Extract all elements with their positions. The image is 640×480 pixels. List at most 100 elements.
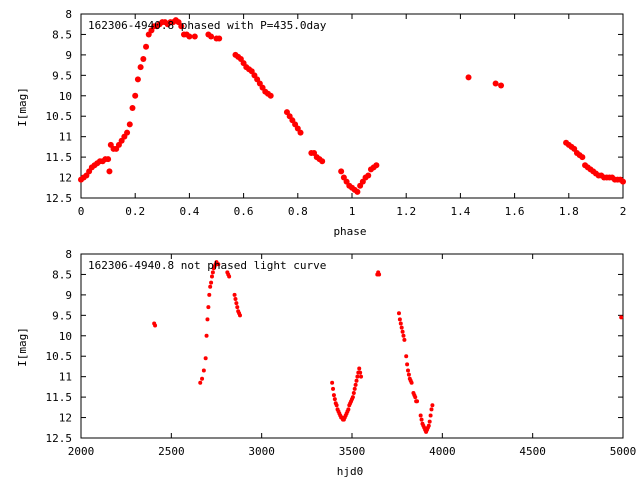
y-tick-label: 12: [59, 172, 72, 185]
y-tick-label: 10: [59, 90, 72, 103]
chart-title: 162306-4940.8 phased with P=435.0day: [88, 19, 327, 32]
data-point: [267, 92, 274, 99]
data-point: [400, 329, 405, 334]
data-point: [419, 417, 424, 422]
y-tick-label: 9.5: [52, 69, 72, 82]
y-tick-label: 12.5: [46, 192, 73, 205]
data-point: [203, 356, 208, 361]
x-axis-label: phase: [333, 225, 366, 238]
data-point: [210, 270, 215, 275]
data-point: [208, 33, 215, 40]
y-tick-label: 9.5: [52, 309, 72, 322]
x-tick-label: 2500: [158, 445, 185, 458]
data-point: [235, 305, 240, 310]
data-point: [358, 370, 363, 375]
data-point: [134, 76, 141, 83]
data-point: [428, 413, 433, 418]
data-point: [201, 368, 206, 373]
data-point: [354, 188, 361, 195]
data-points: [152, 260, 624, 434]
y-tick-label: 11.5: [46, 391, 73, 404]
data-point: [409, 380, 414, 385]
data-point: [106, 168, 113, 175]
data-point: [350, 395, 355, 400]
data-point: [178, 23, 185, 30]
y-axis-label: I[mag]: [16, 87, 29, 127]
data-point: [198, 380, 203, 385]
data-point: [200, 376, 205, 381]
y-axis-ticks: 8 8.5 9 9.5 10 10.5 11 11.5 12 12.5: [46, 248, 623, 445]
x-axis-label: hjd0: [337, 465, 364, 478]
x-tick-label: 0.2: [125, 205, 145, 218]
data-point: [297, 129, 304, 136]
data-point: [186, 33, 193, 40]
y-tick-label: 9: [65, 49, 72, 62]
data-point: [319, 158, 326, 165]
data-point: [126, 121, 133, 128]
x-tick-label: 3000: [248, 445, 275, 458]
y-tick-label: 10.5: [46, 110, 73, 123]
x-tick-label: 1.8: [559, 205, 579, 218]
x-tick-label: 1.6: [505, 205, 525, 218]
data-point: [137, 64, 144, 71]
data-point: [492, 80, 499, 87]
data-point: [353, 382, 358, 387]
x-tick-label: 1: [349, 205, 356, 218]
data-point: [209, 280, 214, 285]
data-point: [401, 333, 406, 338]
data-point: [191, 33, 198, 40]
data-point: [124, 129, 131, 136]
data-point: [338, 168, 345, 175]
data-point: [346, 407, 351, 412]
x-tick-label: 1.2: [396, 205, 416, 218]
data-point: [620, 178, 626, 185]
y-tick-label: 10.5: [46, 350, 73, 363]
data-point: [330, 380, 335, 385]
data-point: [331, 386, 336, 391]
data-point: [619, 315, 624, 320]
data-point: [397, 317, 402, 322]
x-axis-ticks: 0 0.2 0.4 0.6 0.8 1 1.2 1.4 1.6 1.8 2: [78, 14, 627, 218]
chart-title: 162306-4940.8 not phased light curve: [88, 259, 326, 272]
unphased-light-curve-chart: 8 8.5 9 9.5 10 10.5 11 11.5 12 12.5 2000 2500 3000 3…: [16, 248, 636, 478]
y-tick-label: 10: [59, 330, 72, 343]
data-point: [216, 35, 223, 42]
data-point: [205, 317, 210, 322]
y-tick-label: 8: [65, 8, 72, 21]
data-point: [415, 399, 420, 404]
data-point: [465, 74, 472, 81]
x-axis-ticks: 2000 2500 3000 3500 4000 4500 5000: [68, 254, 636, 458]
data-point: [331, 393, 336, 398]
data-point: [405, 362, 410, 367]
data-point: [206, 305, 211, 310]
data-point: [377, 272, 382, 277]
x-tick-label: 2: [620, 205, 627, 218]
data-point: [204, 333, 209, 338]
data-point: [373, 162, 380, 169]
x-tick-label: 0.4: [179, 205, 199, 218]
y-tick-label: 8.5: [52, 268, 72, 281]
data-point: [357, 366, 362, 371]
data-point: [406, 372, 411, 377]
data-point: [129, 105, 136, 112]
y-tick-label: 11.5: [46, 151, 73, 164]
data-point: [209, 274, 214, 279]
data-point: [429, 407, 434, 412]
data-point: [396, 311, 401, 316]
data-point: [426, 423, 431, 428]
x-tick-label: 0: [78, 205, 85, 218]
x-tick-label: 0.8: [288, 205, 308, 218]
data-point: [352, 386, 357, 391]
x-tick-label: 3500: [339, 445, 366, 458]
x-tick-label: 2000: [68, 445, 95, 458]
data-point: [404, 354, 409, 359]
data-point: [355, 374, 360, 379]
y-tick-label: 11: [59, 371, 72, 384]
y-tick-label: 12.5: [46, 432, 73, 445]
x-tick-label: 1.4: [450, 205, 470, 218]
data-point: [334, 403, 339, 408]
data-point: [351, 391, 356, 396]
data-point: [427, 419, 432, 424]
y-tick-label: 12: [59, 412, 72, 425]
